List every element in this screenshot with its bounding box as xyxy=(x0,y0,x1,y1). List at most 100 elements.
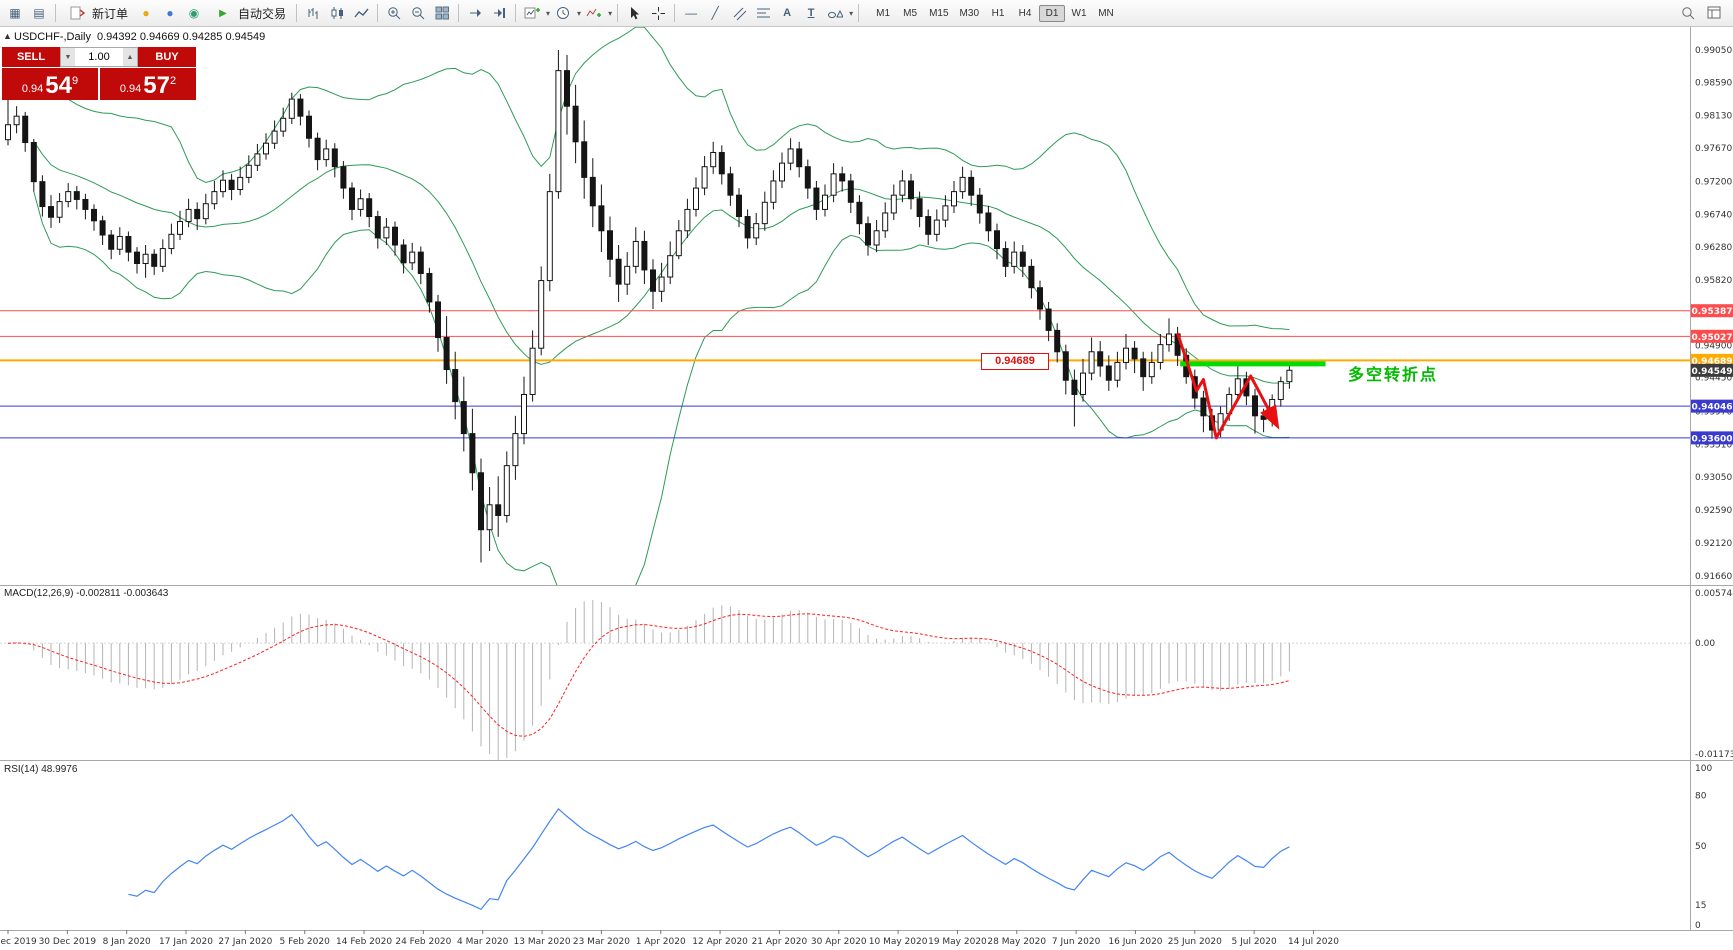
add-chart-dropdown-icon[interactable]: ▾ xyxy=(546,8,551,18)
indicators-icon[interactable] xyxy=(583,3,605,23)
volume-decrease-button[interactable]: ▼ xyxy=(61,48,75,66)
text-tool-icon[interactable]: A xyxy=(783,7,792,19)
volume-increase-button[interactable]: ▲ xyxy=(123,48,137,66)
svg-text:0.93600: 0.93600 xyxy=(1692,434,1733,444)
svg-text:0.94450: 0.94450 xyxy=(1695,373,1732,383)
search-icon[interactable] xyxy=(1677,3,1699,23)
svg-text:80: 80 xyxy=(1695,792,1707,802)
svg-text:0.92120: 0.92120 xyxy=(1695,539,1732,549)
svg-text:30 Dec 2019: 30 Dec 2019 xyxy=(39,937,97,947)
svg-text:50: 50 xyxy=(1695,842,1707,852)
toolbar-separator xyxy=(617,4,619,22)
svg-text:0.005744: 0.005744 xyxy=(1695,589,1733,599)
new-chart-icon[interactable]: ▦ xyxy=(9,6,21,20)
svg-text:19 May 2020: 19 May 2020 xyxy=(928,937,987,947)
zoom-out-icon[interactable] xyxy=(407,3,429,23)
periods-icon[interactable] xyxy=(552,3,574,23)
svg-text:0.94549: 0.94549 xyxy=(1692,367,1733,377)
community-icon[interactable]: ● xyxy=(166,6,174,20)
svg-text:0.94689: 0.94689 xyxy=(1692,357,1733,367)
toolbar-right-group xyxy=(1677,3,1725,23)
svg-text:7 Jun 2020: 7 Jun 2020 xyxy=(1052,937,1101,947)
autotrading-button[interactable]: ▶ 自动交易 xyxy=(207,3,291,23)
timeframe-m30[interactable]: M30 xyxy=(959,7,979,19)
svg-text:24 Feb 2020: 24 Feb 2020 xyxy=(395,937,451,947)
svg-text:14 Jul 2020: 14 Jul 2020 xyxy=(1288,937,1339,947)
bar-chart-mode-icon[interactable] xyxy=(302,3,324,23)
svg-text:16 Jun 2020: 16 Jun 2020 xyxy=(1108,937,1162,947)
svg-text:4 Mar 2020: 4 Mar 2020 xyxy=(457,937,509,947)
symbol-period-label: USDCHF-,Daily xyxy=(14,31,91,43)
svg-text:5 Jul 2020: 5 Jul 2020 xyxy=(1232,937,1277,947)
price-level-annotation[interactable]: 0.94689 xyxy=(981,353,1049,370)
svg-text:0.93050: 0.93050 xyxy=(1695,473,1732,483)
toolbar-separator xyxy=(377,4,379,22)
profiles-icon[interactable]: ▤ xyxy=(33,6,45,20)
add-chart-icon[interactable] xyxy=(521,3,543,23)
crosshair-icon[interactable] xyxy=(647,3,669,23)
shapes-dropdown-icon[interactable]: ▾ xyxy=(849,8,854,18)
zoom-in-icon[interactable] xyxy=(383,3,405,23)
tile-windows-icon[interactable] xyxy=(431,3,453,23)
bid-price-sup: 9 xyxy=(72,75,79,87)
timeframe-d1[interactable]: D1 xyxy=(1039,4,1065,22)
svg-text:0.94046: 0.94046 xyxy=(1692,403,1733,413)
bid-price-prefix: 0.94 xyxy=(21,83,44,95)
timeframe-m5[interactable]: M5 xyxy=(903,7,918,19)
alerts-icon[interactable]: ● xyxy=(142,6,150,20)
svg-text:28 May 2020: 28 May 2020 xyxy=(987,937,1046,947)
chart-shift-icon[interactable] xyxy=(488,3,510,23)
timeframe-w1[interactable]: W1 xyxy=(1071,7,1087,19)
label-tool-icon[interactable]: T xyxy=(807,7,815,19)
svg-text:25 Jun 2020: 25 Jun 2020 xyxy=(1168,937,1222,947)
svg-text:23 Mar 2020: 23 Mar 2020 xyxy=(573,937,630,947)
autotrading-label: 自动交易 xyxy=(238,6,287,21)
timeframe-h4[interactable]: H4 xyxy=(1018,7,1032,19)
horizontal-line-tool-icon[interactable]: — xyxy=(685,6,698,20)
ask-price-prefix: 0.94 xyxy=(119,83,142,95)
cursor-icon[interactable] xyxy=(623,3,645,23)
volume-input[interactable] xyxy=(75,48,123,66)
macd-indicator-label: MACD(12,26,9) -0.002811 -0.003643 xyxy=(4,588,169,599)
svg-text:0.97670: 0.97670 xyxy=(1695,144,1732,154)
svg-text:0.98590: 0.98590 xyxy=(1695,79,1732,89)
channel-tool-icon[interactable] xyxy=(728,3,750,23)
svg-text:0.92590: 0.92590 xyxy=(1695,506,1732,516)
line-chart-mode-icon[interactable] xyxy=(350,3,372,23)
svg-text:17 Jan 2020: 17 Jan 2020 xyxy=(159,937,213,947)
timeframe-h1[interactable]: H1 xyxy=(991,7,1005,19)
shapes-tool-icon[interactable] xyxy=(824,3,846,23)
candlestick-mode-icon[interactable] xyxy=(326,3,348,23)
auto-scroll-icon[interactable] xyxy=(464,3,486,23)
fibonacci-tool-icon[interactable] xyxy=(752,3,774,23)
sell-button[interactable]: SELL xyxy=(2,47,60,67)
turning-point-annotation[interactable]: 多空转折点 xyxy=(1348,367,1439,384)
timeframe-m15[interactable]: M15 xyxy=(929,7,949,19)
mql5-icon[interactable]: ◉ xyxy=(188,6,200,20)
volume-control: ▼ ▲ xyxy=(60,47,138,67)
timeframe-mn[interactable]: MN xyxy=(1098,7,1114,19)
buy-button[interactable]: BUY xyxy=(138,47,196,67)
svg-text:21 Apr 2020: 21 Apr 2020 xyxy=(752,937,808,947)
svg-text:30 Apr 2020: 30 Apr 2020 xyxy=(811,937,867,947)
new-order-button[interactable]: 新订单 xyxy=(61,3,133,23)
bid-price-button[interactable]: 0.94 54 9 xyxy=(2,68,98,100)
toolbar-separator xyxy=(674,4,676,22)
svg-text:-0.011738: -0.011738 xyxy=(1695,750,1733,760)
svg-text:0.00: 0.00 xyxy=(1695,639,1715,649)
periods-dropdown-icon[interactable]: ▾ xyxy=(577,8,582,18)
timeframe-m1[interactable]: M1 xyxy=(876,7,891,19)
workspace-icon[interactable] xyxy=(1703,3,1725,23)
rsi-indicator-label: RSI(14) 48.9976 xyxy=(4,764,78,775)
svg-text:0.95027: 0.95027 xyxy=(1692,333,1733,343)
ask-price-button[interactable]: 0.94 57 2 xyxy=(100,68,196,100)
indicators-dropdown-icon[interactable]: ▾ xyxy=(608,8,613,18)
svg-text:0: 0 xyxy=(1695,921,1701,931)
collapse-panel-icon[interactable]: ▲ xyxy=(3,31,12,41)
toolbar-separator xyxy=(515,4,517,22)
svg-text:0.98130: 0.98130 xyxy=(1695,111,1732,121)
trendline-tool-icon[interactable]: ╱ xyxy=(711,6,719,20)
svg-text:0.94900: 0.94900 xyxy=(1695,341,1732,351)
